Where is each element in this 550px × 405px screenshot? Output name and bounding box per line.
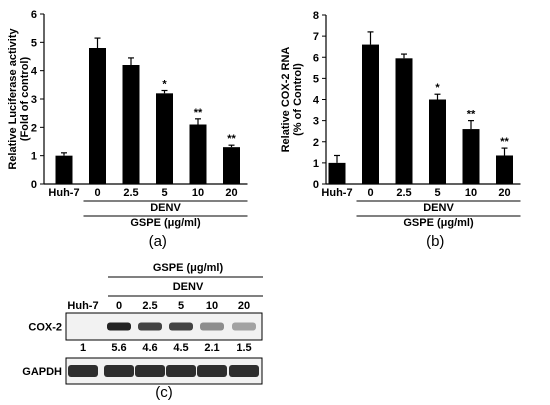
y-axis-title: Relative COX-2 RNA — [280, 47, 292, 153]
significance-mark: * — [162, 79, 167, 91]
blot-band — [68, 365, 98, 377]
lane-label: Huh-7 — [67, 300, 98, 312]
category-label: 10 — [465, 187, 477, 199]
band-ratio: 1.5 — [236, 342, 251, 354]
lane-label: 2.5 — [142, 300, 157, 312]
western-blot: GSPE (μg/ml) DENV Huh-7 0 2.5 5 10 20 COX-2 GAPDH… — [22, 262, 263, 401]
y-tick-label: 2 — [31, 122, 37, 134]
y-tick-label: 4 — [31, 66, 38, 78]
bar — [89, 48, 106, 184]
category-label: Huh-7 — [321, 187, 352, 199]
y-axis-title: Relative Luciferase activity — [7, 28, 19, 170]
bar — [122, 65, 140, 184]
y-axis-title: (% of Control) — [292, 63, 304, 136]
blot-band — [104, 365, 134, 377]
significance-mark: * — [435, 82, 440, 94]
bar — [362, 44, 379, 185]
blot-row-label: COX-2 — [28, 322, 62, 334]
band-ratio: 4.6 — [142, 342, 157, 354]
group-label-gspe: GSPE (μg/ml) — [403, 217, 474, 229]
blot-band — [169, 322, 193, 331]
blot-band — [232, 322, 256, 331]
bar — [462, 129, 480, 184]
bar — [156, 93, 173, 184]
category-label: 2.5 — [396, 187, 411, 199]
category-label: 20 — [498, 187, 510, 199]
band-ratio: 2.1 — [204, 342, 219, 354]
band-ratio: 1 — [80, 342, 86, 354]
y-tick-label: 6 — [313, 52, 319, 64]
y-tick-label: 5 — [313, 73, 319, 85]
y-tick-label: 2 — [313, 137, 319, 149]
category-label: 5 — [161, 187, 167, 199]
significance-mark: ** — [194, 107, 203, 119]
y-tick-label: 7 — [313, 31, 319, 43]
blot-band — [200, 322, 224, 331]
significance-mark: ** — [500, 136, 509, 148]
lane-label: 10 — [206, 300, 218, 312]
bar — [223, 147, 240, 184]
y-tick-label: 6 — [31, 9, 37, 21]
blot-header: GSPE (μg/ml) — [153, 262, 224, 274]
bar — [55, 155, 73, 184]
significance-mark: ** — [467, 109, 476, 121]
category-label: 10 — [192, 187, 204, 199]
band-ratio: 4.5 — [173, 342, 188, 354]
blot-band — [135, 365, 165, 377]
category-label: 0 — [94, 187, 100, 199]
lane-label: 0 — [116, 300, 122, 312]
panel-label: (b) — [426, 233, 444, 250]
blot-band — [138, 322, 162, 331]
category-label: 20 — [225, 187, 237, 199]
bar — [189, 124, 207, 184]
category-label: 0 — [367, 187, 373, 199]
lane-label: 5 — [178, 300, 184, 312]
group-label-denv: DENV — [423, 202, 454, 214]
category-label: Huh-7 — [48, 187, 79, 199]
y-tick-label: 0 — [313, 179, 319, 191]
group-label-denv: DENV — [150, 202, 181, 214]
group-label-gspe: GSPE (μg/ml) — [130, 217, 201, 229]
y-tick-label: 8 — [313, 10, 319, 22]
bar — [328, 162, 346, 184]
y-tick-label: 0 — [31, 179, 37, 191]
blot-band — [229, 365, 259, 377]
bar — [496, 155, 513, 184]
blot-band — [107, 322, 131, 331]
blot-group-label: DENV — [173, 281, 204, 293]
category-label: 2.5 — [123, 187, 138, 199]
y-tick-label: 3 — [313, 116, 319, 128]
y-tick-label: 1 — [31, 151, 37, 163]
panel-label: (a) — [149, 233, 167, 250]
bar — [429, 99, 446, 184]
lane-label: 20 — [238, 300, 250, 312]
y-tick-label: 5 — [31, 37, 37, 49]
chart-a: 0 1 2 3 4 5 6 Relative Luciferase activity (Fold… — [7, 9, 248, 250]
category-label: 5 — [434, 187, 440, 199]
y-tick-label: 3 — [31, 94, 37, 106]
blot-row-label: GAPDH — [22, 366, 62, 378]
blot-band — [166, 365, 196, 377]
significance-mark: ** — [227, 133, 236, 145]
blot-band — [197, 365, 227, 377]
chart-b: 0 1 2 3 4 5 6 7 8 Relative COX-2 RNA (% of Control… — [280, 10, 521, 250]
band-ratio: 5.6 — [111, 342, 126, 354]
y-axis-title: (Fold of control) — [19, 57, 31, 142]
y-tick-label: 1 — [313, 158, 319, 170]
panel-label: (c) — [155, 384, 173, 401]
bar — [395, 58, 413, 184]
y-tick-label: 4 — [313, 95, 320, 107]
blot-strip — [65, 312, 263, 341]
